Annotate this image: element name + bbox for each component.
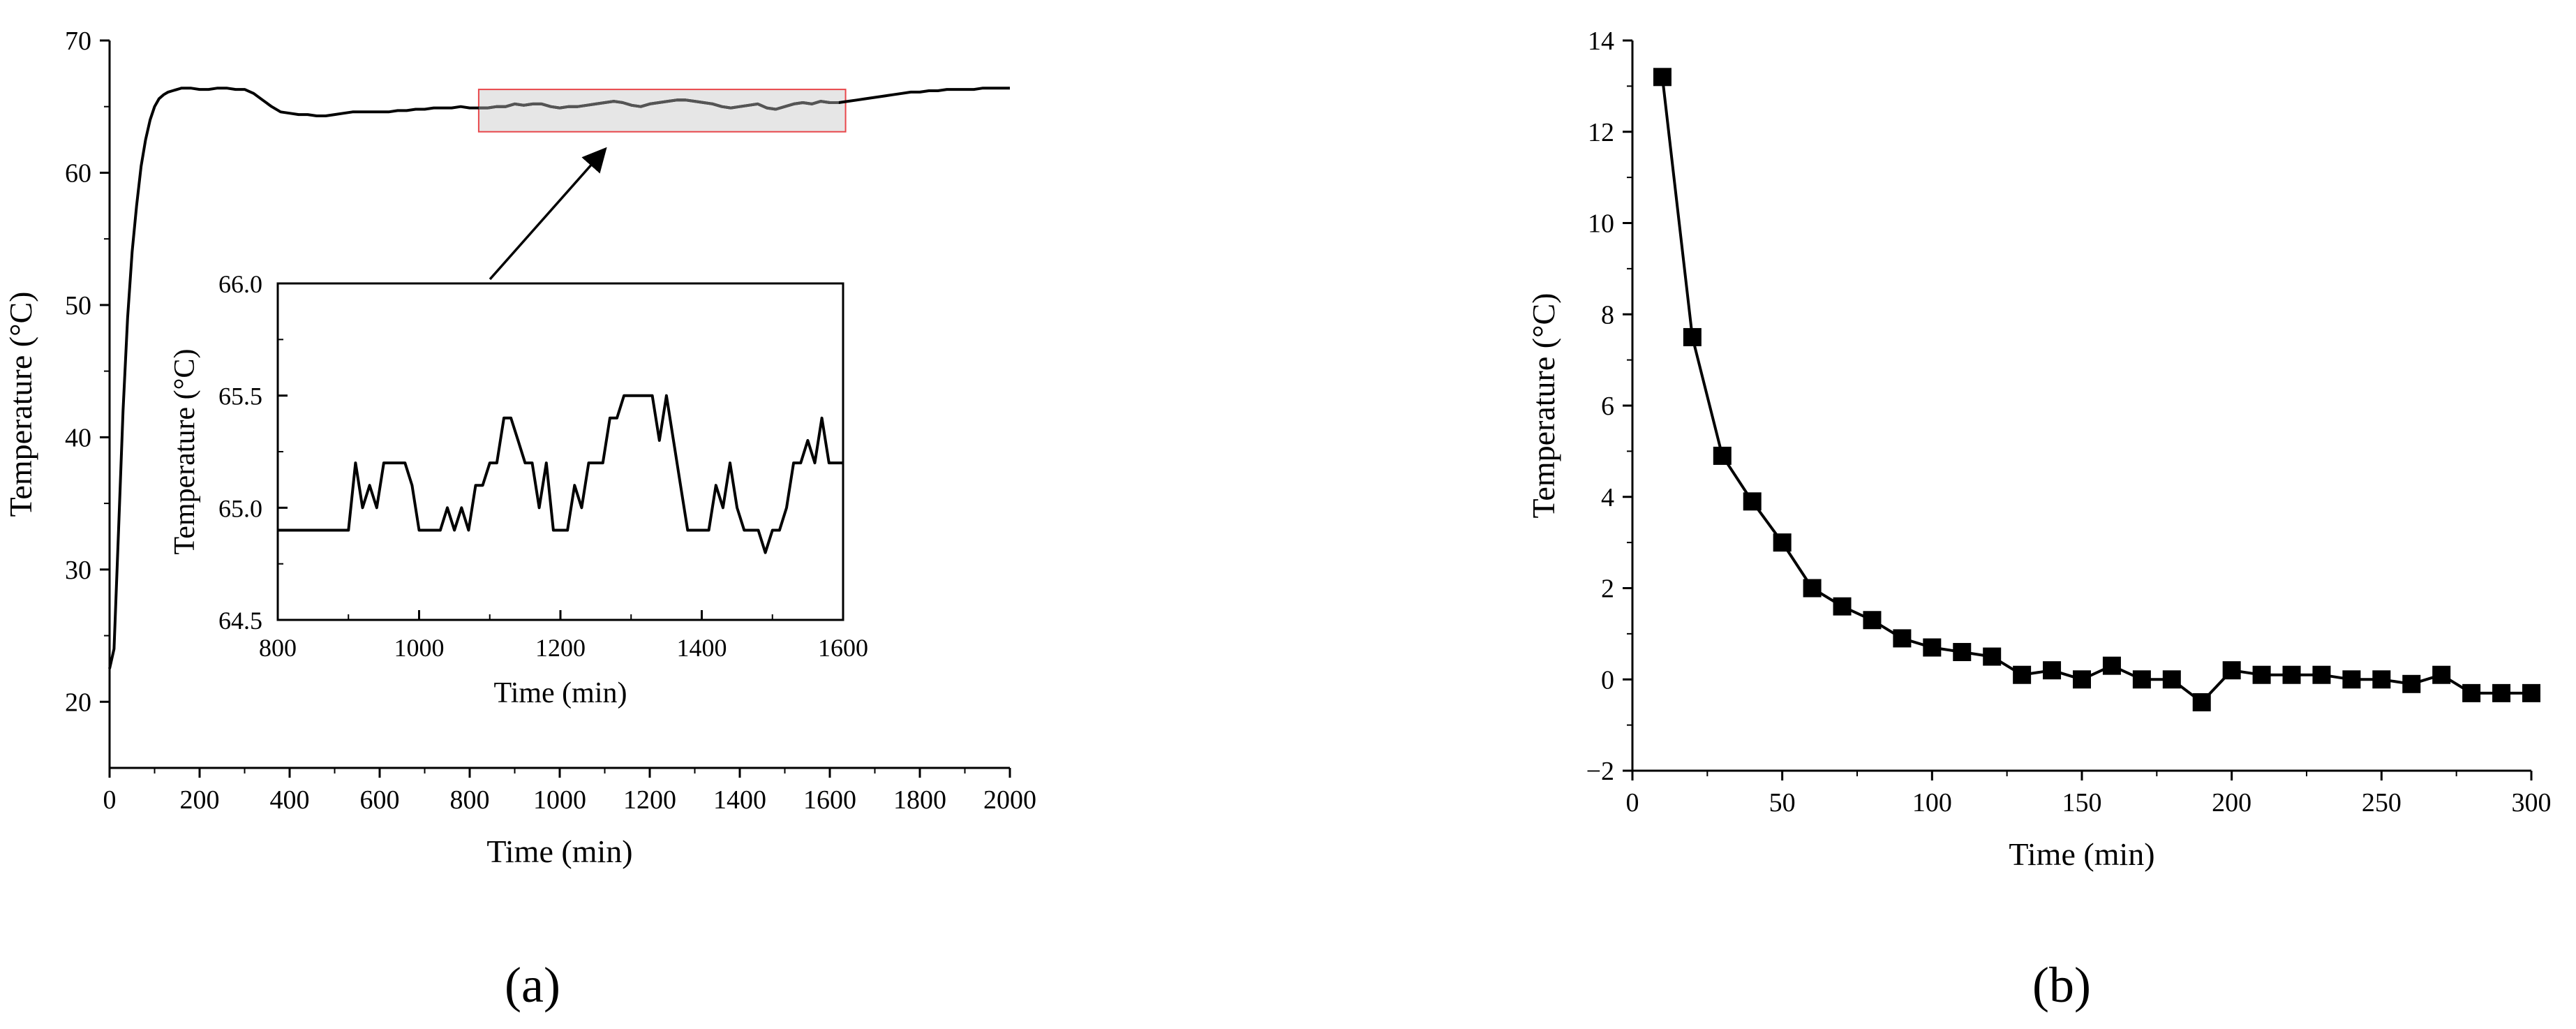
chart-a-inset: 800 1000 1200 1400 1600 64.5 65.0 65.5 66.0 Time … [169, 270, 868, 709]
x-tick-label: 100 [1912, 788, 1952, 817]
y-tick-label: 40 [65, 423, 91, 452]
y-axis-title: Temperature (°C) [169, 349, 201, 555]
inset-frame [276, 282, 844, 621]
x-tick-label: 1600 [818, 634, 868, 662]
x-tick-label: 2000 [983, 785, 1036, 815]
panel-b-label: (b) [2032, 957, 2091, 1013]
zoom-highlight-box [477, 89, 847, 133]
data-point [1653, 68, 1672, 87]
x-tick-label: 200 [180, 785, 220, 815]
series-line-0 [1660, 77, 2531, 704]
x-tick-label: 1400 [677, 634, 727, 662]
data-point [2342, 670, 2361, 689]
y-tick-label: 30 [65, 556, 91, 585]
data-point [1833, 597, 1852, 616]
y-axis-title: Temperature (°C) [3, 292, 38, 517]
x-tick-label: 1000 [533, 785, 586, 815]
y-tick-label: 2 [1601, 575, 1614, 604]
x-tick-label: 600 [360, 785, 400, 815]
x-tick-label: 0 [103, 785, 117, 815]
y-tick-label: 65.0 [218, 494, 262, 522]
data-point [1803, 579, 1822, 598]
x-tick-label: 1600 [803, 785, 856, 815]
x-tick-label: 800 [450, 785, 490, 815]
data-point [2192, 693, 2211, 711]
data-point [2432, 665, 2451, 684]
y-tick-label: 10 [1588, 209, 1614, 239]
x-axis-title: Time (min) [486, 834, 632, 869]
x-tick-label: 800 [259, 634, 297, 662]
y-tick-label: 6 [1601, 392, 1614, 421]
data-point [2222, 661, 2241, 680]
x-axis-title: Time (min) [494, 677, 627, 709]
y-tick-label: 4 [1601, 483, 1614, 512]
x-tick-label: 0 [1626, 788, 1639, 817]
y-tick-label: 64.5 [218, 607, 262, 635]
x-axis-title: Time (min) [2009, 836, 2154, 872]
chart-a: 0 200 400 600 800 1000 1200 1400 1600 1800 2000 20 3… [3, 27, 1036, 869]
y-tick-label: 8 [1601, 300, 1614, 330]
y-tick-label: 65.5 [218, 383, 262, 410]
x-tick-label: 1200 [623, 785, 676, 815]
data-point [2462, 683, 2481, 702]
data-point [2282, 665, 2301, 684]
zoom-arrow [489, 147, 607, 281]
highlighted-segment [478, 98, 839, 111]
y-tick-label: 0 [1601, 665, 1614, 695]
data-point [1983, 647, 2002, 666]
x-tick-label: 400 [270, 785, 310, 815]
y-tick-label: 70 [65, 27, 91, 56]
data-point [2492, 683, 2511, 702]
data-point [2132, 670, 2151, 689]
data-point [1743, 492, 1762, 511]
x-tick-label: 50 [1769, 788, 1796, 817]
data-point [2162, 670, 2181, 689]
data-point [1683, 327, 1702, 346]
x-tick-label: 1400 [713, 785, 766, 815]
panel-a-label: (a) [505, 957, 560, 1013]
data-point [1953, 643, 1972, 662]
x-tick-label: 200 [2212, 788, 2251, 817]
data-point [1713, 446, 1732, 465]
y-axis-title: Temperature (°C) [1526, 293, 1561, 519]
y-tick-label: 20 [65, 688, 91, 717]
x-tick-label: 1000 [394, 634, 445, 662]
data-point [2522, 683, 2540, 702]
data-point [1923, 638, 1942, 657]
x-tick-label: 250 [2362, 788, 2402, 817]
data-point [1863, 611, 1882, 630]
data-point [2102, 656, 2121, 675]
y-tick-label: 14 [1588, 27, 1614, 56]
x-tick-label: 300 [2512, 788, 2552, 817]
x-tick-label: 150 [2062, 788, 2102, 817]
y-tick-label: −2 [1586, 757, 1614, 786]
data-point [2073, 670, 2091, 689]
series-line-0 [278, 394, 843, 554]
y-tick-label: 50 [65, 291, 91, 320]
x-tick-label: 1800 [893, 785, 946, 815]
data-point [2043, 661, 2062, 680]
data-point [1773, 533, 1792, 552]
data-point [2252, 665, 2271, 684]
data-point [2402, 674, 2421, 693]
y-tick-label: 66.0 [218, 270, 262, 298]
data-point [2312, 665, 2331, 684]
x-tick-label: 1200 [535, 634, 586, 662]
data-point [2013, 665, 2032, 684]
y-tick-label: 60 [65, 158, 91, 188]
data-point [1893, 629, 1912, 648]
chart-b: 0 50 100 150 200 250 300 −2 0 2 4 6 8 10 12 14 Time (min… [1526, 27, 2552, 872]
y-tick-label: 12 [1588, 118, 1614, 147]
data-point [2372, 670, 2391, 689]
